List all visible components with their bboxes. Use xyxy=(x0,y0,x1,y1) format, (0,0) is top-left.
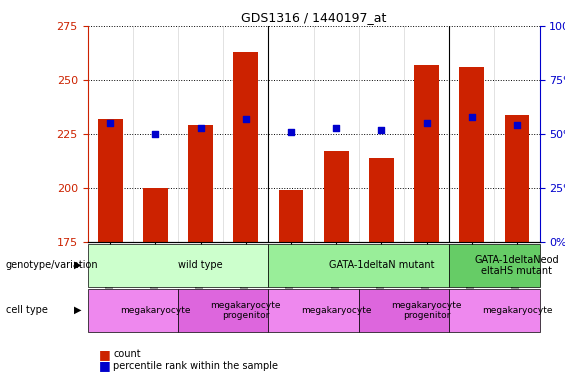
Text: percentile rank within the sample: percentile rank within the sample xyxy=(113,361,278,370)
Bar xyxy=(143,188,168,242)
Bar xyxy=(233,52,258,242)
Text: GATA-1deltaN mutant: GATA-1deltaN mutant xyxy=(329,260,434,270)
Bar xyxy=(324,151,349,242)
Bar xyxy=(188,125,213,242)
Point xyxy=(467,114,476,120)
Bar xyxy=(449,289,540,332)
Bar xyxy=(98,119,123,242)
Point xyxy=(422,120,431,126)
Point xyxy=(151,131,160,137)
Point xyxy=(286,129,295,135)
Text: count: count xyxy=(113,350,141,359)
Text: megakaryocyte: megakaryocyte xyxy=(301,306,371,315)
Bar xyxy=(88,244,268,287)
Point xyxy=(512,122,521,128)
Point xyxy=(106,120,115,126)
Text: megakaryocyte: megakaryocyte xyxy=(482,306,552,315)
Text: ▶: ▶ xyxy=(75,305,82,315)
Bar xyxy=(88,289,178,332)
Text: megakaryocyte
progenitor: megakaryocyte progenitor xyxy=(392,301,462,320)
Text: ■: ■ xyxy=(99,348,111,361)
Point xyxy=(241,116,250,122)
Bar xyxy=(369,158,394,242)
Point xyxy=(332,124,341,130)
Bar xyxy=(459,67,484,242)
Text: genotype/variation: genotype/variation xyxy=(6,260,98,270)
Bar xyxy=(268,289,359,332)
Bar xyxy=(414,65,439,242)
Bar xyxy=(359,289,449,332)
Bar xyxy=(279,190,303,242)
Bar xyxy=(268,244,449,287)
Point xyxy=(377,127,386,133)
Bar xyxy=(505,115,529,242)
Bar xyxy=(178,289,268,332)
Text: ■: ■ xyxy=(99,359,111,372)
Title: GDS1316 / 1440197_at: GDS1316 / 1440197_at xyxy=(241,11,386,24)
Text: ▶: ▶ xyxy=(75,260,82,270)
Text: cell type: cell type xyxy=(6,305,47,315)
Text: wild type: wild type xyxy=(179,260,223,270)
Text: megakaryocyte
progenitor: megakaryocyte progenitor xyxy=(211,301,281,320)
Text: megakaryocyte: megakaryocyte xyxy=(120,306,190,315)
Point xyxy=(196,124,205,130)
Bar xyxy=(449,244,540,287)
Text: GATA-1deltaNeod
eltaHS mutant: GATA-1deltaNeod eltaHS mutant xyxy=(475,255,559,276)
